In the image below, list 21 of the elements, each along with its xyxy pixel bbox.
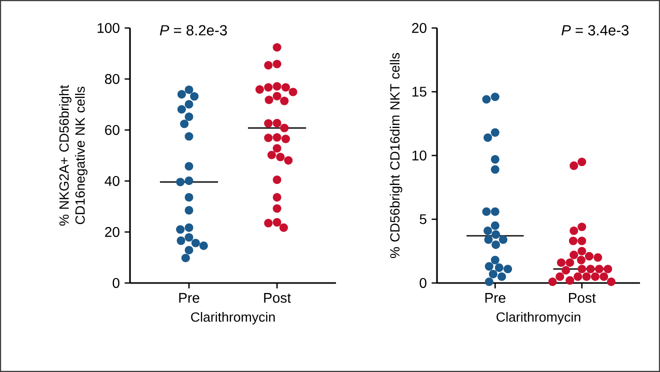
y-tick-label: 5 (420, 214, 426, 224)
x-tick-label: Pre (485, 293, 506, 303)
annotation: P = 8.2e-3 (160, 25, 227, 36)
x-axis-title: Clarithromycin (191, 312, 275, 324)
y-tick-label: 20 (105, 227, 120, 237)
y-tick-label: 0 (420, 278, 426, 288)
y-axis-title: % NKG2A+ CD56bright CD16negative NK cells (59, 85, 88, 226)
y-tick-label: 60 (105, 125, 120, 135)
x-tick-label: Pre (179, 293, 200, 303)
y-tick-label: 20 (412, 23, 426, 33)
x-axis-title: Clarithromycin (496, 312, 580, 324)
y-tick-label: 80 (104, 74, 120, 84)
y-axis-title: % CD56bright CD16dim NKT cells (390, 53, 402, 258)
y-tick-label: 15 (412, 86, 426, 97)
y-tick-label: 100 (98, 23, 120, 33)
x-tick-label: Post (569, 293, 596, 303)
y-tick-label: 0 (112, 278, 120, 288)
y-tick-label: 40 (104, 176, 120, 186)
y-tick-label: 10 (412, 150, 426, 160)
x-tick-label: Post (264, 293, 291, 303)
annotation: P = 3.4e-3 (562, 25, 629, 36)
